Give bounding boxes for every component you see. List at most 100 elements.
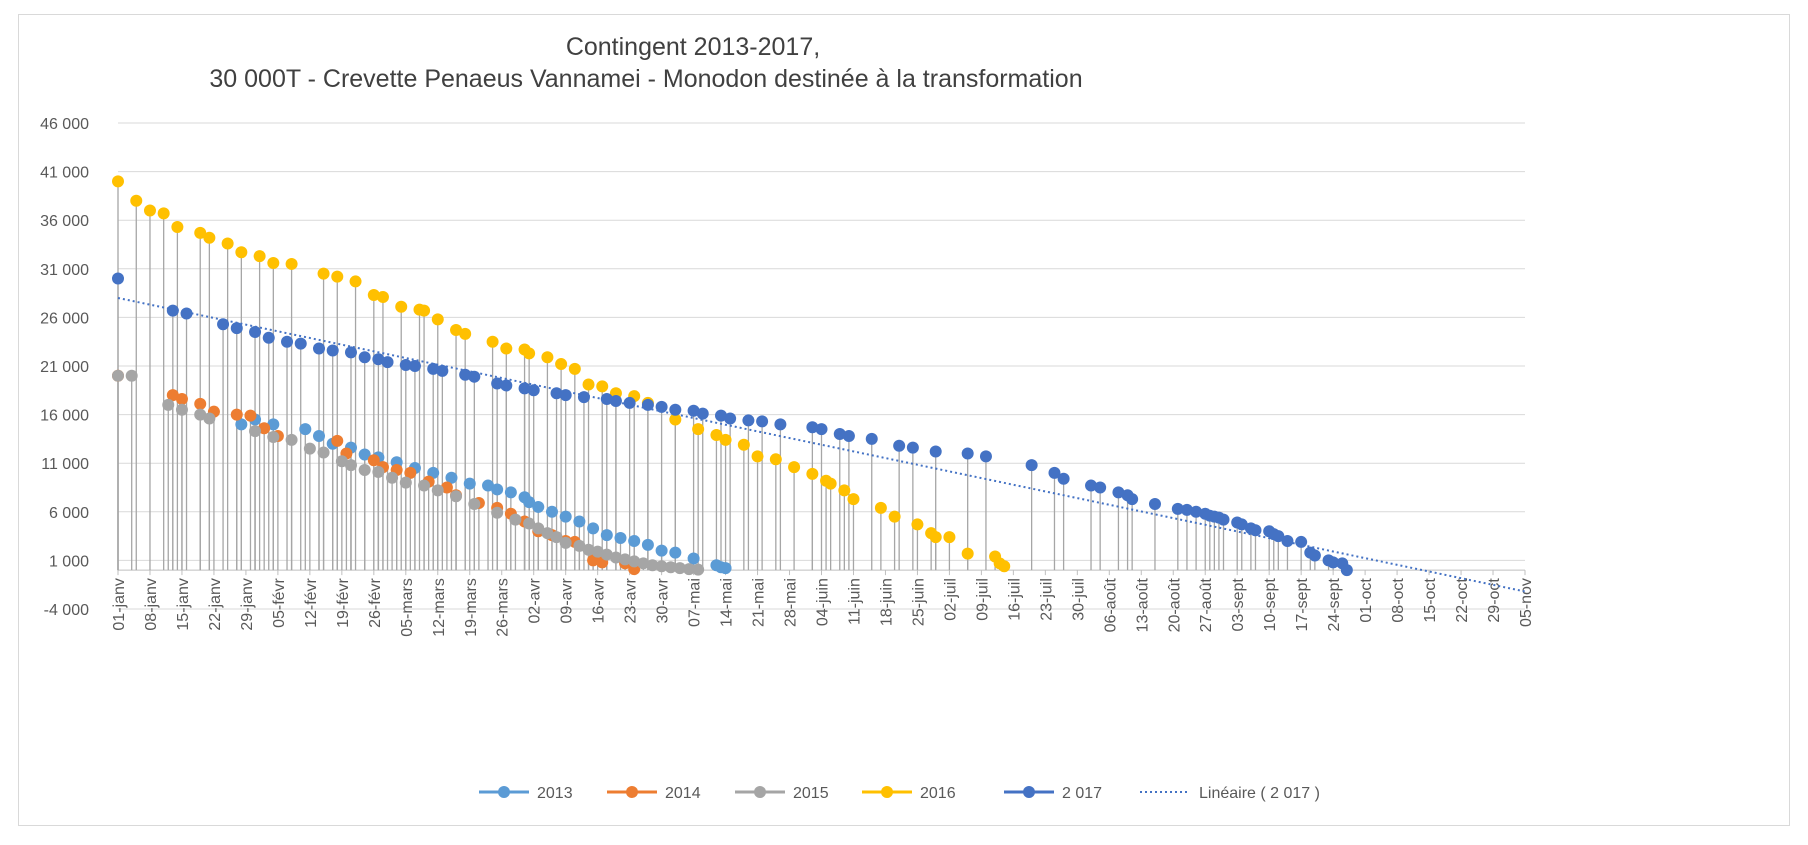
data-point-2015 [619, 553, 632, 566]
x-tick-label: 23-avr [623, 577, 640, 623]
data-point-2017 [1094, 481, 1107, 494]
data-point-2013 [482, 479, 495, 492]
data-point-2016 [710, 429, 723, 442]
data-point-2016 [221, 237, 234, 250]
gridlines [117, 122, 1526, 610]
data-point-2016 [669, 413, 682, 426]
x-tick-label: 29-oct [1486, 578, 1503, 623]
data-point-2017 [1272, 530, 1285, 543]
data-point-2017 [815, 423, 828, 436]
data-point-2017 [623, 396, 636, 409]
chart-title-line-2: 30 000T - Crevette Penaeus Vannamei - Mo… [209, 65, 1082, 93]
data-point-2017 [230, 322, 243, 335]
data-point-2017 [906, 441, 919, 454]
data-point-2013 [573, 515, 586, 528]
data-point-2014 [244, 409, 257, 422]
data-point-2015 [450, 490, 463, 503]
data-point-2015 [573, 539, 586, 552]
data-point-2016 [130, 194, 143, 207]
data-point-2013 [655, 544, 668, 557]
x-tick-label: 16-juil [1006, 578, 1023, 621]
legend-swatch-marker [498, 786, 510, 798]
data-point-2015 [249, 425, 262, 438]
data-point-2017 [724, 412, 737, 425]
data-point-2015 [673, 562, 686, 575]
x-tick-label: 15-janv [175, 578, 192, 630]
data-point-2015 [664, 561, 677, 574]
data-point-2017 [262, 331, 275, 344]
data-point-2017 [1025, 459, 1038, 472]
data-point-2013 [504, 486, 517, 499]
data-point-2014 [166, 389, 179, 402]
data-point-2017 [1171, 502, 1184, 515]
y-tick-label: -4 000 [44, 602, 89, 619]
x-tick-label: 26-mars [495, 578, 512, 637]
data-point-2015 [628, 555, 641, 568]
data-point-2015 [175, 403, 188, 416]
data-point-2015 [646, 559, 659, 572]
data-point-2017 [249, 325, 262, 338]
x-tick-label: 08-oct [1390, 578, 1407, 623]
legend-label: 2013 [537, 785, 573, 802]
data-point-2017 [1190, 505, 1203, 518]
data-point-2015 [317, 446, 330, 459]
data-point-2016 [874, 501, 887, 514]
x-tick-label: 07-mai [687, 578, 704, 627]
data-point-2017 [756, 415, 769, 428]
data-point-2015 [600, 548, 613, 561]
data-point-2015 [125, 369, 138, 382]
data-point-2017 [281, 335, 294, 348]
legend-swatch-marker [1023, 786, 1035, 798]
data-point-2015 [418, 479, 431, 492]
data-point-2013 [628, 534, 641, 547]
data-point-2017 [294, 337, 307, 350]
data-point-2015 [162, 398, 175, 411]
data-point-2016 [737, 438, 750, 451]
x-axis-tick-labels: 01-janv 08-janv 15-janv 22-janv 29-janv 05-fé… [111, 577, 1535, 636]
data-point-2015 [303, 442, 316, 455]
data-point-2014 [230, 408, 243, 421]
chart-svg: Contingent 2013-2017, 30 000T - Crevette… [40, 33, 1535, 802]
data-point-2017 [715, 409, 727, 422]
data-point-2016 [541, 351, 554, 364]
chart-frame: Contingent 2013-2017, 30 000T - Crevette… [18, 14, 1790, 826]
x-tick-label: 12-févr [303, 577, 320, 627]
data-point-2015 [683, 563, 696, 576]
legend-swatch-marker [626, 786, 638, 798]
data-point-2016 [523, 347, 536, 360]
data-point-2017 [687, 404, 700, 417]
data-point-2014 [331, 434, 344, 447]
data-point-2017 [500, 379, 513, 392]
data-point-2017 [929, 445, 942, 458]
y-tick-label: 36 000 [40, 213, 89, 230]
data-point-2014 [367, 454, 380, 467]
x-tick-label: 11-juin [846, 578, 863, 625]
x-tick-label: 12-mars [431, 578, 448, 637]
data-point-2016 [431, 313, 444, 326]
data-point-2016 [806, 467, 819, 480]
data-point-2013 [641, 538, 654, 551]
data-point-2016 [376, 290, 389, 303]
data-point-2016 [459, 327, 472, 340]
data-point-2016 [692, 423, 705, 436]
data-point-2015 [509, 513, 522, 526]
data-point-2013 [687, 552, 700, 565]
data-point-2015 [491, 506, 504, 519]
x-tick-label: 09-juil [974, 578, 991, 621]
data-point-2016 [203, 231, 216, 244]
data-point-2013 [614, 532, 627, 545]
x-tick-label: 23-juil [1038, 578, 1055, 621]
data-point-2016 [157, 207, 170, 220]
data-point-2015 [532, 522, 545, 535]
chart-title-line-1: Contingent 2013-2017, [566, 33, 820, 61]
data-point-2017 [427, 362, 440, 375]
legend: 2013 2014 2015 2016 2 017 Linéaire ( 2 017 ) [479, 785, 1320, 802]
data-point-2016 [194, 226, 207, 239]
data-point-2017 [1217, 513, 1230, 526]
data-point-2015 [541, 527, 554, 540]
data-point-2016 [143, 204, 156, 217]
data-point-2016 [253, 250, 266, 263]
data-point-2017 [609, 394, 622, 407]
data-point-2016 [769, 453, 782, 466]
y-tick-label: 41 000 [40, 165, 89, 182]
